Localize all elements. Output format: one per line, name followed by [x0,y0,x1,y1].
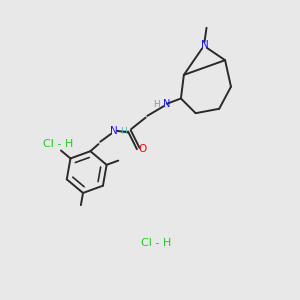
Text: N: N [163,99,171,110]
Text: H: H [154,100,160,109]
Text: Cl - H: Cl - H [141,238,171,248]
Text: N: N [201,40,208,50]
Text: Cl - H: Cl - H [43,139,73,149]
Text: N: N [110,126,117,136]
Text: H: H [120,127,127,136]
Text: O: O [138,144,146,154]
